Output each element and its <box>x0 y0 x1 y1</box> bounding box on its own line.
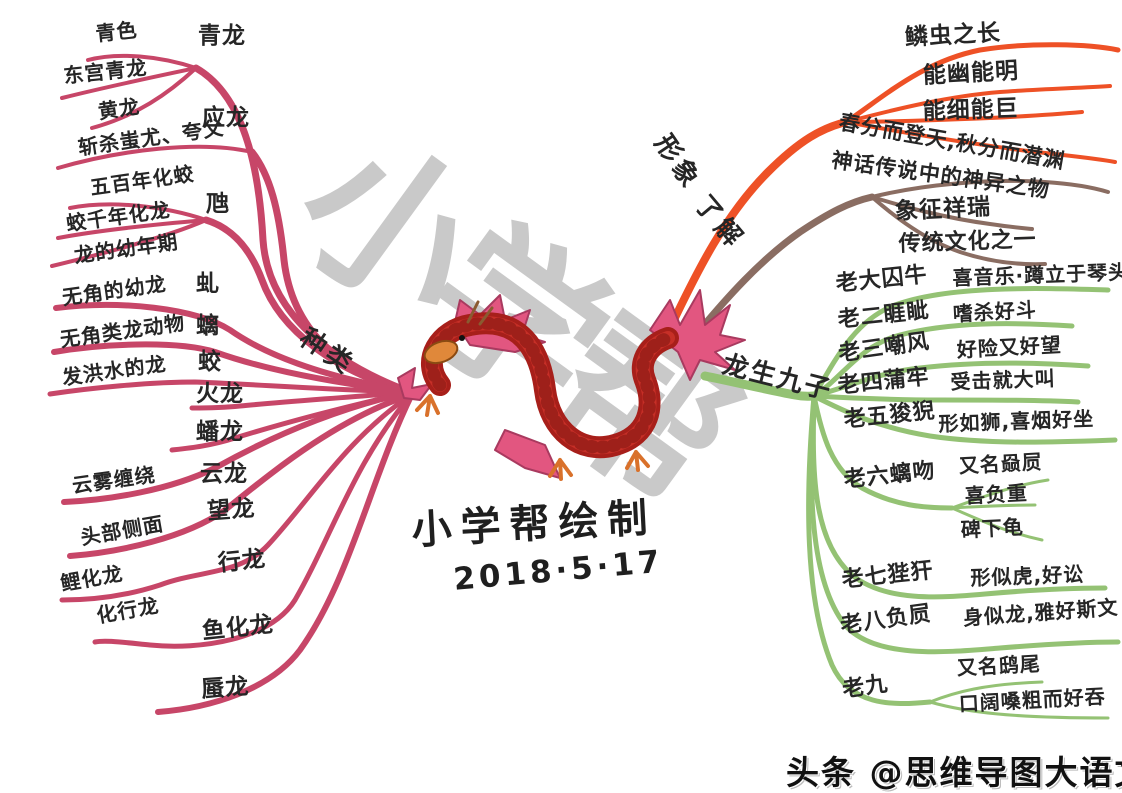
branch-note: 能幽能明 <box>922 57 1020 89</box>
branch-note: 象征祥瑞 <box>894 193 992 225</box>
types-node-yunlong: 云龙 <box>200 461 248 487</box>
branch-note: 喜负重 <box>964 480 1029 508</box>
types-node-huolong: 火龙 <box>196 381 244 407</box>
types-node-qinglong: 青龙 <box>198 23 246 49</box>
types-node-yinglong: 应龙 <box>202 105 250 131</box>
understanding-branch-lines <box>696 178 1110 334</box>
nine-sons-branch-lines <box>700 286 1121 720</box>
types-node-wanglong: 望龙 <box>206 495 257 525</box>
types-node-chi: 螭 <box>196 313 220 339</box>
branch-note: 喜音乐·蹲立于琴头 <box>952 259 1122 290</box>
branch-note: 碑下龟 <box>960 514 1025 542</box>
types-node-qiu: 虬 <box>196 271 220 297</box>
footer-watermark: 头条 @思维导图大语文 <box>786 753 1122 792</box>
types-node-hui: 虺 <box>206 191 230 217</box>
branch-note: 黄龙 <box>96 94 142 124</box>
types-node-panlong: 蟠龙 <box>196 419 244 445</box>
types-node-xinglong: 行龙 <box>216 545 268 577</box>
branch-note: 又名鸱尾 <box>956 651 1042 680</box>
branch-note: 青色 <box>94 17 139 46</box>
son-ninth: 老九 <box>840 671 890 703</box>
branch-note: 嗜杀好斗 <box>952 297 1038 326</box>
branch-note: 好险又好望 <box>956 332 1063 362</box>
branch-note: 形似虎,好讼 <box>970 562 1085 590</box>
image-branch-lines <box>664 42 1121 336</box>
types-branch-lines <box>47 53 415 715</box>
branch-note: 能细能巨 <box>922 95 1020 125</box>
dragon-illustration <box>397 289 746 481</box>
branch-note: 又名赑屃 <box>958 449 1044 478</box>
branch-note: 形如狮,喜烟好坐 <box>938 406 1095 436</box>
branch-note: 受击就大叫 <box>950 366 1056 394</box>
types-node-shenlong: 蜃龙 <box>200 673 251 703</box>
types-node-jiao: 蛟 <box>198 349 222 375</box>
branch-note: 鳞虫之长 <box>904 19 1002 51</box>
branch-note: 传统文化之一 <box>898 227 1038 257</box>
